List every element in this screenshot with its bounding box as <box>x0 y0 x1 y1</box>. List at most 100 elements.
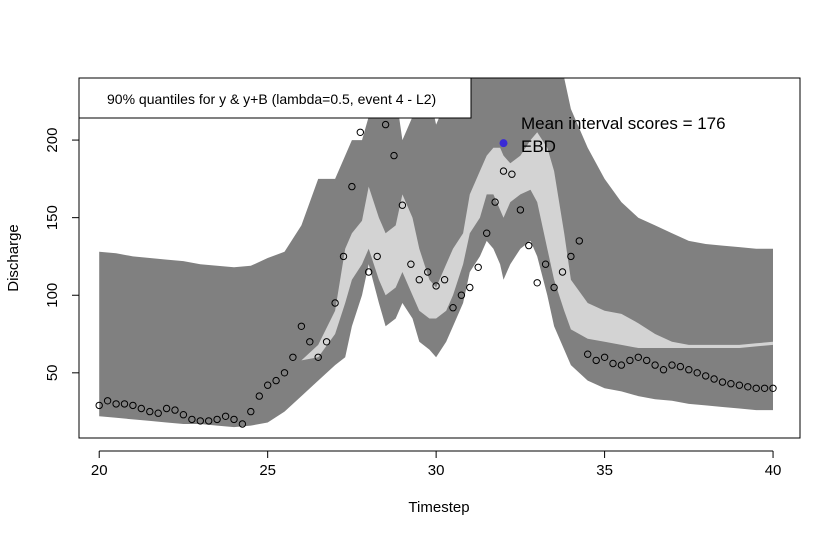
y-axis-title: Discharge <box>5 224 22 292</box>
points-layer <box>95 120 777 428</box>
observed-point <box>179 411 188 419</box>
inner-quantile-band <box>99 132 773 362</box>
observed-point <box>499 167 508 175</box>
observed-point <box>609 359 617 368</box>
observed-point <box>373 252 381 261</box>
x-axis: 20 25 30 35 40 <box>91 450 781 479</box>
observed-point <box>297 322 306 330</box>
observed-point <box>356 128 364 137</box>
observed-point <box>390 151 398 160</box>
observed-point <box>255 392 263 400</box>
observed-point <box>205 417 213 425</box>
observed-point <box>541 260 550 268</box>
observed-point <box>112 400 120 408</box>
observed-point <box>103 397 112 405</box>
y-tick-label: 200 <box>44 128 61 153</box>
observed-point <box>710 375 718 383</box>
x-tick-label: 25 <box>259 462 276 479</box>
observed-point <box>483 229 491 237</box>
observed-point <box>457 291 466 299</box>
observed-point <box>693 369 701 377</box>
observed-point <box>760 384 769 392</box>
y-axis: 50 100 150 200 <box>44 128 80 381</box>
observed-point <box>474 263 482 271</box>
observed-point <box>491 198 499 206</box>
x-axis-title: Timestep <box>408 499 469 516</box>
observed-point <box>381 120 390 129</box>
observed-point <box>146 407 154 416</box>
observed-point <box>213 415 221 424</box>
observed-point <box>525 241 533 250</box>
observed-point <box>592 356 600 365</box>
legend-box <box>78 77 472 119</box>
observed-point <box>348 182 356 191</box>
observed-point <box>558 268 567 276</box>
observed-point <box>440 276 449 284</box>
observed-point <box>171 406 179 414</box>
observed-point <box>289 353 297 361</box>
y-tick-label: 100 <box>44 283 61 308</box>
observed-point <box>322 338 331 346</box>
observed-point <box>718 378 727 386</box>
observed-point <box>659 366 668 374</box>
y-tick-label: 50 <box>44 364 61 381</box>
observed-point <box>230 415 238 424</box>
observed-point <box>188 415 196 424</box>
legend-entry: 90% quantiles for y & y+B (lambda=0.5, e… <box>107 91 436 107</box>
observed-point <box>727 380 735 388</box>
observed-point <box>643 356 651 365</box>
observed-point <box>95 401 103 410</box>
observed-point <box>752 384 760 392</box>
observed-point <box>196 417 205 425</box>
observed-point <box>238 420 247 428</box>
observed-point <box>280 369 289 377</box>
observed-point <box>533 279 541 287</box>
observed-point <box>567 252 575 261</box>
observed-point <box>306 338 314 346</box>
observed-point <box>129 401 137 410</box>
observed-point <box>626 356 634 365</box>
observed-point <box>735 381 744 389</box>
observed-point <box>575 237 583 245</box>
observed-point <box>584 350 592 358</box>
bands-layer <box>99 78 773 428</box>
observed-point <box>264 381 272 389</box>
x-tick-label: 20 <box>91 462 108 479</box>
observed-point <box>668 361 676 369</box>
observed-point <box>508 170 516 178</box>
observed-point <box>247 407 255 416</box>
ebd-annotation: EBD <box>521 137 556 156</box>
observed-point <box>550 283 558 292</box>
observed-point <box>331 299 339 307</box>
interval-score-annotation: Mean interval scores = 176 <box>521 114 726 133</box>
observed-point <box>685 366 693 374</box>
observed-point <box>744 383 752 391</box>
observed-point <box>617 361 626 369</box>
observed-point <box>432 282 440 290</box>
observed-point <box>314 353 322 361</box>
observed-point <box>516 206 525 214</box>
observed-point <box>651 361 659 369</box>
observed-point <box>634 353 642 361</box>
observed-point <box>154 409 162 417</box>
legend: 90% quantiles for y & y+B (lambda=0.5, e… <box>78 77 472 119</box>
observed-point <box>769 384 777 392</box>
observed-point <box>272 376 280 385</box>
y-tick-label: 150 <box>44 205 61 230</box>
observed-point <box>120 400 129 408</box>
observed-point <box>702 372 710 380</box>
observed-point <box>407 260 415 268</box>
observed-point <box>415 276 423 284</box>
observed-point <box>449 304 457 312</box>
observed-point <box>339 252 348 261</box>
observed-point <box>398 201 407 209</box>
ebd-point <box>499 139 508 148</box>
x-tick-label: 35 <box>596 462 613 479</box>
observed-point <box>424 268 432 276</box>
observed-point <box>162 404 171 413</box>
observed-point <box>600 353 609 361</box>
observed-point <box>676 362 685 371</box>
observed-point <box>365 268 373 276</box>
observed-point <box>137 404 146 413</box>
